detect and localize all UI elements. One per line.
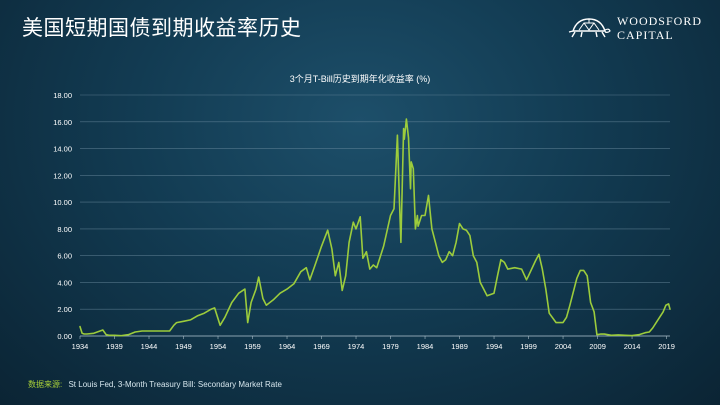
chart-title: 3个月T-Bill历史到期年化收益率 (%) <box>289 74 431 84</box>
x-tick-label: 1969 <box>313 342 330 351</box>
y-axis-ticks: 0.00 2.00 4.00 6.00 8.00 10.00 12.00 14.00 16.00… <box>53 91 72 341</box>
x-tick-label: 1999 <box>520 342 537 351</box>
series-layer <box>79 118 671 337</box>
y-tick-label: 18.00 <box>53 91 72 100</box>
x-tick-label: 1939 <box>106 342 123 351</box>
x-tick-label: 2009 <box>589 342 606 351</box>
logo-line-2: CAPITAL <box>616 28 674 42</box>
x-tick-label: 1964 <box>279 342 296 351</box>
source-text: St Louis Fed, 3-Month Treasury Bill: Sec… <box>68 380 282 389</box>
y-tick-label: 12.00 <box>53 171 72 180</box>
x-tick-label: 1979 <box>382 342 399 351</box>
x-tick-label: 1994 <box>486 342 503 351</box>
x-tick-label: 1954 <box>210 342 227 351</box>
slide-title: 美国短期国债到期收益率历史 <box>22 16 302 40</box>
y-tick-label: 16.00 <box>53 118 72 127</box>
x-tick-label: 1949 <box>175 342 192 351</box>
series-line-0 <box>79 118 671 337</box>
y-tick-label: 2.00 <box>57 305 72 314</box>
turtle-icon <box>568 18 611 38</box>
y-tick-label: 0.00 <box>57 332 72 341</box>
x-tick-label: 1944 <box>141 342 158 351</box>
source-note: 数据来源: St Louis Fed, 3-Month Treasury Bil… <box>28 379 282 390</box>
x-tick-label: 1989 <box>451 342 468 351</box>
y-tick-label: 6.00 <box>57 252 72 261</box>
grid-lines <box>80 94 670 337</box>
x-axis-ticks: 1934 1939 1944 1949 1954 1959 1964 1969 1974 1979… <box>72 336 675 351</box>
x-tick-label: 1974 <box>348 342 365 351</box>
logo-line-1: WOODSFORD <box>616 14 702 28</box>
source-label: 数据来源: <box>28 380 63 389</box>
x-tick-label: 1959 <box>244 342 261 351</box>
x-tick-label: 2019 <box>658 342 675 351</box>
y-tick-label: 8.00 <box>57 225 72 234</box>
x-tick-label: 1934 <box>72 342 89 351</box>
x-tick-label: 1984 <box>417 342 434 351</box>
y-tick-label: 10.00 <box>53 198 72 207</box>
company-logo: WOODSFORD CAPITAL <box>565 14 702 42</box>
x-tick-label: 2014 <box>624 342 641 351</box>
y-tick-label: 4.00 <box>57 278 72 287</box>
y-tick-label: 14.00 <box>53 145 72 154</box>
x-tick-label: 2004 <box>555 342 572 351</box>
